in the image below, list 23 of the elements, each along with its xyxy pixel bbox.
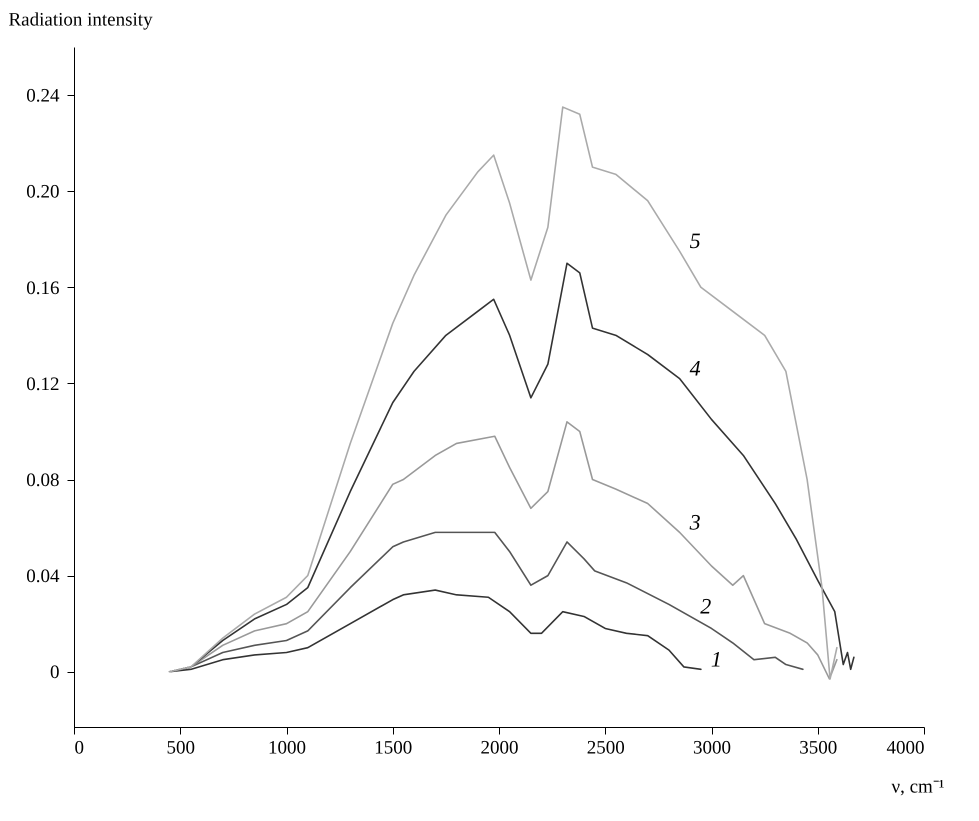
x-tick-label: 0 — [74, 738, 84, 758]
x-tick-label: 1000 — [268, 738, 306, 758]
x-tick-label: 4000 — [886, 738, 924, 758]
y-tick-label: 0.04 — [26, 566, 60, 588]
x-tick-label: 1500 — [374, 738, 412, 758]
x-tick-label: 2500 — [586, 738, 625, 758]
x-tick-label: 500 — [166, 738, 195, 758]
y-tick-label: 0.16 — [26, 278, 60, 299]
x-tick-label: 3500 — [799, 738, 838, 758]
annotation: 1 — [710, 646, 722, 672]
annotation: 3 — [688, 509, 701, 534]
x-tick-label: 3000 — [693, 738, 731, 758]
annotation: 5 — [690, 228, 701, 254]
y-axis-title: Radiation intensity — [8, 10, 154, 30]
y-tick-label: 0.24 — [26, 86, 60, 107]
y-tick-label: 0.08 — [26, 470, 60, 492]
y-tick-label: 0.20 — [26, 182, 60, 203]
annotation: 4 — [690, 356, 701, 381]
x-axis-title: ν, cm⁻¹ — [892, 776, 945, 798]
y-tick-label: 0 — [50, 662, 60, 684]
x-tick-label: 2000 — [480, 738, 518, 758]
annotation: 2 — [700, 593, 712, 618]
y-tick-label: 0.12 — [26, 374, 60, 395]
